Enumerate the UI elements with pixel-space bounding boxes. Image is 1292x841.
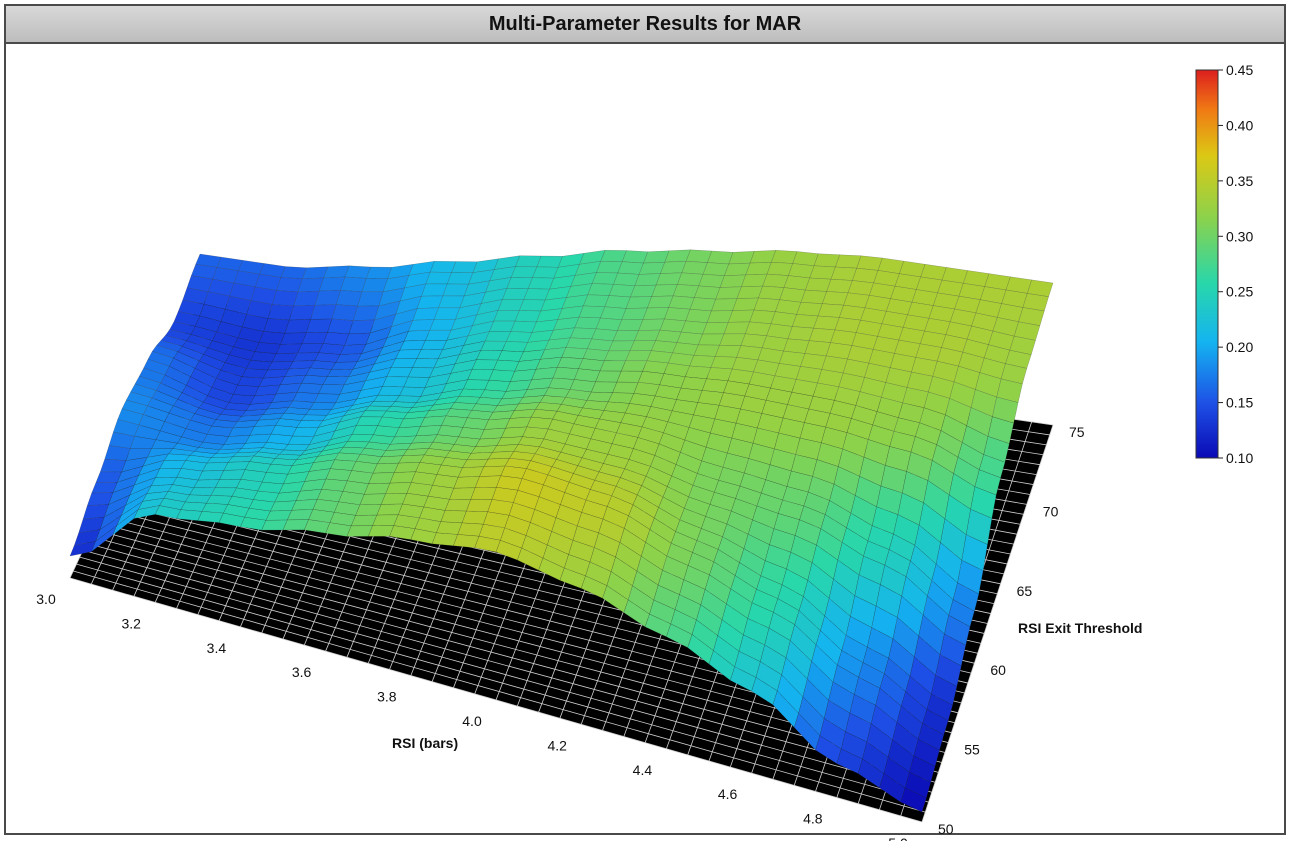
surface-cell xyxy=(965,508,993,545)
surface-cell xyxy=(913,738,940,767)
surface-cell xyxy=(548,377,575,390)
y-tick-label: 75 xyxy=(1069,424,1085,440)
title-bar: Multi-Parameter Results for MAR xyxy=(6,6,1284,44)
colorbar-ticks: 0.45 0.40 0.35 0.30 0.25 0.20 0.15 0.10 xyxy=(1218,62,1253,466)
y-axis-label: RSI Exit Threshold xyxy=(1018,620,1142,636)
surface-cell xyxy=(992,396,1019,424)
surface-cell xyxy=(1018,307,1045,326)
surface-cell xyxy=(926,693,953,721)
surface-cell xyxy=(1009,335,1036,355)
surface-cell xyxy=(497,350,524,362)
surface-cell xyxy=(917,723,945,751)
x-tick-label: 3.0 xyxy=(36,591,56,607)
y-tick-label: 55 xyxy=(964,742,980,758)
x-axis-label: RSI (bars) xyxy=(392,735,458,751)
colorbar-tick-label: 0.45 xyxy=(1226,62,1253,78)
surface-cell xyxy=(176,509,203,521)
surface-cell xyxy=(796,302,823,317)
colorbar-tick-label: 0.30 xyxy=(1226,228,1253,244)
chart-title: Multi-Parameter Results for MAR xyxy=(488,12,802,35)
surface-cell xyxy=(749,309,776,325)
surface-cell xyxy=(707,250,734,265)
surface-cell xyxy=(431,532,459,547)
x-tick-label: 4.0 xyxy=(462,713,482,729)
colorbar-tick-label: 0.20 xyxy=(1226,339,1253,355)
colorbar-tick-label: 0.40 xyxy=(1226,117,1253,133)
surface-cell xyxy=(698,274,725,288)
surface-cell xyxy=(453,534,480,549)
y-axis-ticks: 50 55 60 65 70 75 xyxy=(938,424,1085,837)
surface-cell xyxy=(689,297,717,312)
surface-cell xyxy=(808,327,836,343)
y-tick-label: 60 xyxy=(990,662,1006,678)
surface-cell xyxy=(909,755,936,783)
surface-cell xyxy=(961,534,988,572)
floor-grid-line xyxy=(921,424,1054,823)
surface-cell xyxy=(922,709,949,736)
surface-cell xyxy=(595,317,623,331)
colorbar-tick-label: 0.25 xyxy=(1226,284,1253,300)
x-tick-label: 3.8 xyxy=(377,689,397,705)
surface-cell xyxy=(604,295,631,309)
x-tick-label: 4.8 xyxy=(803,811,823,827)
x-tick-label: 3.6 xyxy=(292,664,312,680)
x-axis-ticks: 3.0 3.2 3.4 3.6 3.8 4.0 4.2 4.4 4.6 4.8 5.0 xyxy=(36,591,908,841)
surface-cell xyxy=(488,369,516,382)
surface-cell xyxy=(1013,321,1041,341)
surface-cell xyxy=(957,559,984,595)
colorbar: 0.45 0.40 0.35 0.30 0.25 0.20 0.15 0.10 xyxy=(1195,62,1253,466)
surface-cell xyxy=(664,307,691,322)
x-tick-label: 4.2 xyxy=(547,737,567,753)
surface-cell xyxy=(258,331,286,345)
surface-cell xyxy=(672,284,700,298)
x-tick-label: 3.2 xyxy=(121,615,141,631)
colorbar-tick-label: 0.15 xyxy=(1226,395,1253,411)
surface-cell xyxy=(931,674,958,706)
surface-cell xyxy=(344,265,371,279)
y-tick-label: 50 xyxy=(938,821,954,837)
surface-cell xyxy=(104,445,131,461)
surface-cell xyxy=(900,787,927,813)
x-tick-label: 4.6 xyxy=(718,786,738,802)
surface-cell xyxy=(163,453,191,461)
y-tick-label: 65 xyxy=(1017,583,1033,599)
surface-cell xyxy=(974,469,1001,496)
surface-mesh xyxy=(69,249,1054,813)
y-tick-label: 70 xyxy=(1043,503,1059,519)
surface-cell xyxy=(996,378,1023,403)
colorbar-tick-label: 0.35 xyxy=(1226,173,1253,189)
surface-cell xyxy=(197,511,224,523)
surface-cell xyxy=(706,367,733,382)
x-tick-label: 5.0 xyxy=(888,835,908,841)
surface-cell xyxy=(322,331,350,346)
surface-cell xyxy=(232,384,260,397)
colorbar-scale xyxy=(1195,69,1219,459)
surface-cell xyxy=(792,251,819,267)
x-tick-label: 3.4 xyxy=(207,640,227,656)
colorbar-tick-label: 0.10 xyxy=(1226,450,1253,466)
x-tick-label: 4.4 xyxy=(633,762,653,778)
surface-cell xyxy=(327,318,354,335)
